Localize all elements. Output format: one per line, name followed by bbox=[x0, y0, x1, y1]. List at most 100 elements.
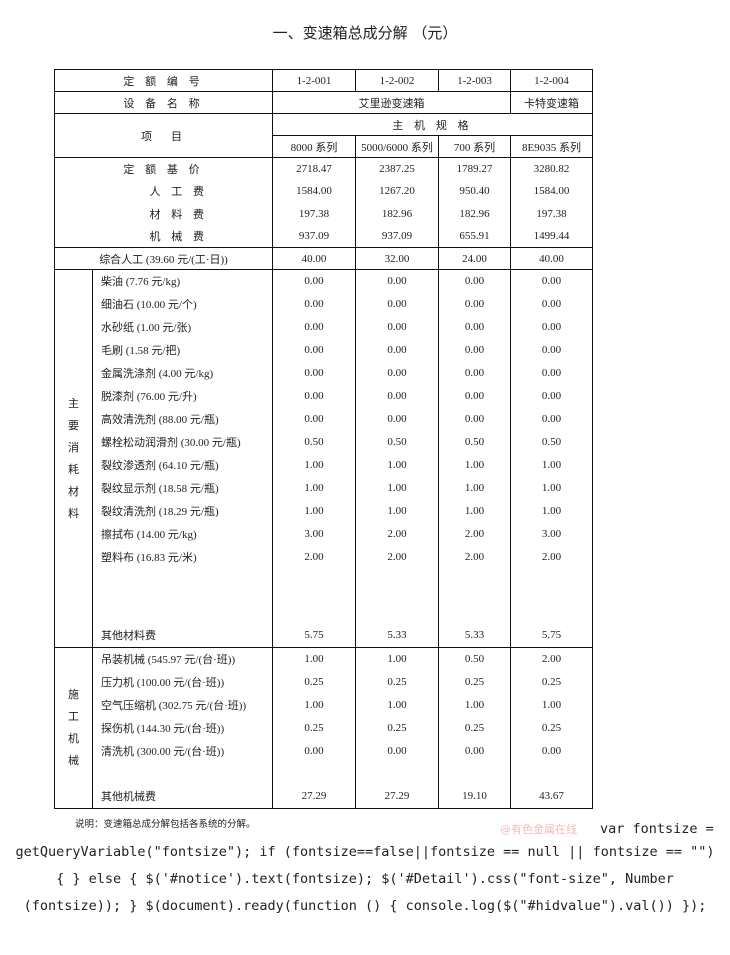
machinery-value: 0.25 bbox=[355, 716, 439, 740]
page-title: 一、变速箱总成分解 （元） bbox=[272, 24, 458, 42]
material-value: 2.00 bbox=[272, 545, 356, 569]
labor-value: 24.00 bbox=[438, 247, 511, 270]
labor-label: 综合人工 (39.60 元/(工·日)) bbox=[54, 247, 273, 270]
material-value: 1.00 bbox=[438, 499, 511, 523]
material-label: 柴油 (7.76 元/kg) bbox=[92, 269, 273, 293]
material-row: 毛刷 (1.58 元/把) 0.00 0.00 0.00 0.00 bbox=[55, 338, 593, 362]
material-value: 0.00 bbox=[355, 338, 439, 362]
material-row: 脱漆剂 (76.00 元/升) 0.00 0.00 0.00 0.00 bbox=[55, 384, 593, 408]
cost-label: 人 工 费 bbox=[54, 180, 273, 203]
cost-value: 950.40 bbox=[438, 180, 511, 203]
cost-row: 材 料 费 197.38 182.96 182.96 197.38 bbox=[54, 202, 593, 225]
material-row: 螺栓松动润滑剂 (30.00 元/瓶) 0.50 0.50 0.50 0.50 bbox=[55, 430, 593, 454]
material-value: 3.00 bbox=[510, 522, 593, 546]
spec: 8E9035 系列 bbox=[510, 135, 593, 158]
material-value: 0.00 bbox=[438, 269, 511, 293]
material-value: 1.00 bbox=[510, 476, 593, 500]
machinery-spacer bbox=[55, 762, 593, 785]
machinery-value: 0.25 bbox=[438, 716, 511, 740]
spec: 8000 系列 bbox=[272, 135, 356, 158]
material-value: 0.50 bbox=[355, 430, 439, 454]
material-other-row: 其他材料费 5.75 5.33 5.33 5.75 bbox=[55, 623, 593, 648]
material-value: 0.00 bbox=[438, 361, 511, 385]
material-spacer bbox=[55, 568, 593, 624]
machinery-value: 0.00 bbox=[272, 739, 356, 763]
cost-value: 182.96 bbox=[438, 202, 511, 225]
equipment-row: 设 备 名 称艾里逊变速箱 卡特变速箱 bbox=[54, 91, 593, 114]
spec: 5000/6000 系列 bbox=[355, 135, 439, 158]
machinery-value: 0.00 bbox=[438, 739, 511, 763]
spec-title-row: 项 目主 机 规 格 bbox=[54, 113, 593, 158]
machinery-label: 压力机 (100.00 元/(台·班)) bbox=[92, 670, 273, 694]
spec-row: 8000 系列 5000/6000 系列 700 系列 8E9035 系列 bbox=[55, 135, 593, 158]
cost-value: 937.09 bbox=[355, 225, 439, 248]
cost-value: 2718.47 bbox=[272, 157, 356, 180]
material-value: 0.00 bbox=[438, 384, 511, 408]
machinery-other-row: 其他机械费 27.29 27.29 19.10 43.67 bbox=[55, 784, 593, 809]
machinery-label: 清洗机 (300.00 元/(台·班)) bbox=[92, 739, 273, 763]
material-other-value: 5.33 bbox=[355, 623, 439, 648]
cost-row: 定 额 基 价 2718.47 2387.25 1789.27 3280.82 bbox=[54, 157, 593, 180]
material-row: 塑料布 (16.83 元/米) 2.00 2.00 2.00 2.00 bbox=[55, 545, 593, 569]
machinery-value: 0.50 bbox=[438, 647, 511, 671]
machinery-label: 探伤机 (144.30 元/(台·班)) bbox=[92, 716, 273, 740]
material-value: 0.00 bbox=[355, 315, 439, 339]
quota-no: 1-2-002 bbox=[355, 69, 439, 92]
material-value: 0.00 bbox=[510, 292, 593, 316]
machinery-value: 0.25 bbox=[510, 670, 593, 694]
material-value: 1.00 bbox=[272, 476, 356, 500]
material-value: 0.00 bbox=[272, 315, 356, 339]
material-label: 毛刷 (1.58 元/把) bbox=[92, 338, 273, 362]
material-value: 1.00 bbox=[272, 499, 356, 523]
machinery-value: 0.25 bbox=[438, 670, 511, 694]
spec-label: 主 机 规 格 bbox=[272, 113, 593, 136]
machinery-value: 1.00 bbox=[510, 693, 593, 717]
material-label: 裂纹渗透剂 (64.10 元/瓶) bbox=[92, 453, 273, 477]
material-value: 1.00 bbox=[510, 453, 593, 477]
material-value: 3.00 bbox=[272, 522, 356, 546]
code-line-3: { } else { $('#notice').text(fontsize); … bbox=[56, 871, 674, 887]
machinery-row: 施工机械 吊装机械 (545.97 元/(台·班)) 1.00 1.00 0.50 2.0… bbox=[54, 647, 593, 809]
material-value: 0.00 bbox=[438, 338, 511, 362]
material-row: 细油石 (10.00 元/个) 0.00 0.00 0.00 0.00 bbox=[55, 292, 593, 316]
machinery-value: 1.00 bbox=[438, 693, 511, 717]
material-value: 0.50 bbox=[438, 430, 511, 454]
machinery-value: 0.25 bbox=[355, 670, 439, 694]
machinery-label: 吊装机械 (545.97 元/(台·班)) bbox=[92, 647, 273, 671]
cost-value: 197.38 bbox=[272, 202, 356, 225]
material-label: 螺栓松动润滑剂 (30.00 元/瓶) bbox=[92, 430, 273, 454]
material-value: 0.50 bbox=[510, 430, 593, 454]
machinery-row: 清洗机 (300.00 元/(台·班)) 0.00 0.00 0.00 0.00 bbox=[55, 739, 593, 763]
material-value: 2.00 bbox=[355, 545, 439, 569]
material-label: 裂纹清洗剂 (18.29 元/瓶) bbox=[92, 499, 273, 523]
material-row: 金属洗涤剂 (4.00 元/kg) 0.00 0.00 0.00 0.00 bbox=[55, 361, 593, 385]
machinery-value: 0.25 bbox=[510, 716, 593, 740]
material-category: 主要消耗材料 bbox=[54, 269, 93, 648]
material-label: 金属洗涤剂 (4.00 元/kg) bbox=[92, 361, 273, 385]
material-value: 0.00 bbox=[355, 407, 439, 431]
material-value: 0.00 bbox=[438, 315, 511, 339]
equipment-name: 艾里逊变速箱 bbox=[272, 91, 511, 114]
machinery-other-value: 27.29 bbox=[272, 784, 356, 809]
labor-value: 32.00 bbox=[355, 247, 439, 270]
spec: 700 系列 bbox=[438, 135, 511, 158]
material-value: 0.00 bbox=[272, 361, 356, 385]
material-other-value: 5.75 bbox=[510, 623, 593, 648]
labor-value: 40.00 bbox=[510, 247, 593, 270]
equipment-label: 设 备 名 称 bbox=[54, 91, 273, 114]
material-label: 脱漆剂 (76.00 元/升) bbox=[92, 384, 273, 408]
cost-value: 1789.27 bbox=[438, 157, 511, 180]
material-value: 2.00 bbox=[510, 545, 593, 569]
machinery-value: 0.00 bbox=[510, 739, 593, 763]
material-value: 0.00 bbox=[510, 384, 593, 408]
material-value: 0.00 bbox=[510, 361, 593, 385]
material-other-label: 其他材料费 bbox=[92, 623, 273, 648]
cost-value: 2387.25 bbox=[355, 157, 439, 180]
material-label: 水砂纸 (1.00 元/张) bbox=[92, 315, 273, 339]
footnote: 说明：变速箱总成分解包括各系统的分解。 bbox=[75, 819, 256, 830]
machinery-value: 1.00 bbox=[272, 693, 356, 717]
machinery-other-value: 19.10 bbox=[438, 784, 511, 809]
cost-value: 1584.00 bbox=[272, 180, 356, 203]
machinery-row: 压力机 (100.00 元/(台·班)) 0.25 0.25 0.25 0.25 bbox=[55, 670, 593, 694]
